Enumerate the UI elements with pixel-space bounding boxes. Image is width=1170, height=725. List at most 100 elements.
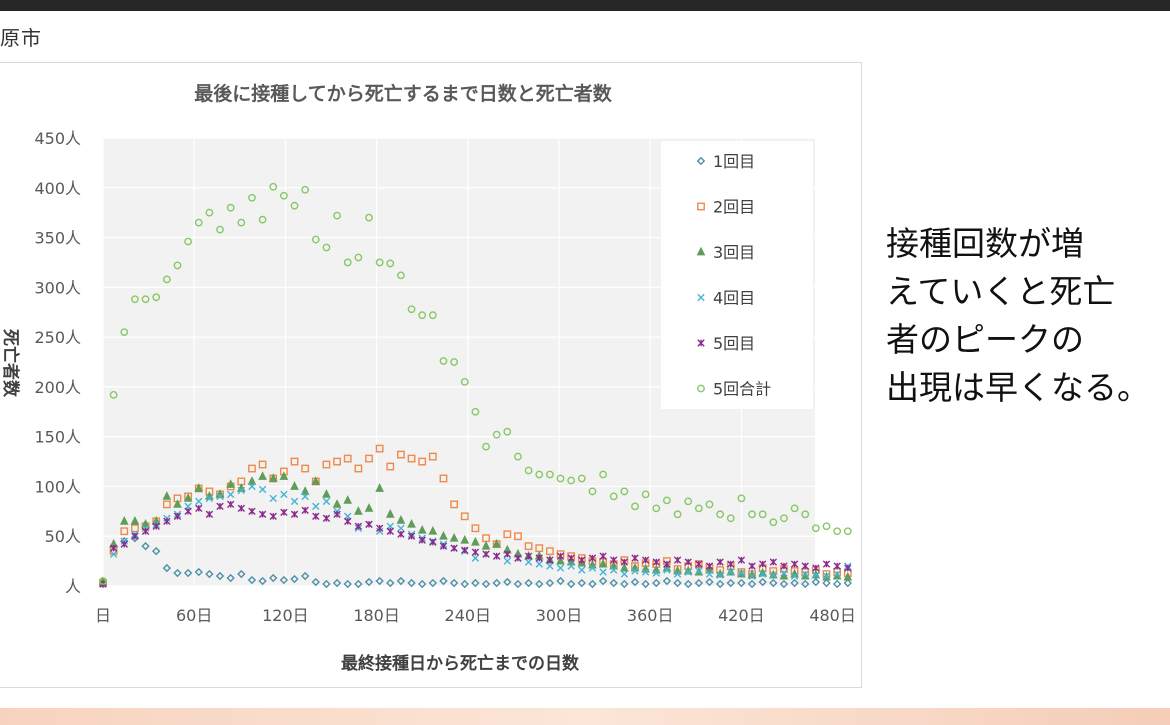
data-point	[535, 554, 543, 562]
data-point	[365, 520, 373, 528]
data-point	[301, 464, 310, 473]
data-point	[503, 557, 512, 565]
data-point	[716, 510, 725, 519]
legend-label: 1回目	[713, 152, 755, 171]
y-tick-label: 450人	[34, 129, 81, 148]
data-point	[247, 476, 257, 485]
data-point	[173, 499, 182, 508]
data-point	[609, 492, 618, 501]
data-point	[747, 579, 757, 589]
side-note-line: 者のピークの	[886, 320, 1084, 359]
data-point	[131, 532, 139, 540]
data-point	[492, 552, 501, 560]
data-point	[332, 499, 342, 508]
data-point	[248, 507, 256, 516]
data-point	[715, 579, 725, 589]
data-point	[684, 497, 693, 506]
data-point	[663, 566, 671, 574]
data-point	[279, 191, 288, 200]
data-point	[577, 578, 586, 588]
data-point	[524, 578, 533, 588]
data-point	[481, 579, 491, 589]
data-point	[418, 457, 427, 466]
data-point	[311, 476, 321, 485]
data-point	[790, 504, 799, 513]
data-point	[195, 504, 203, 513]
data-point	[514, 554, 522, 562]
data-point	[226, 500, 235, 509]
data-point	[311, 235, 320, 244]
data-point	[301, 506, 309, 515]
data-point	[247, 575, 257, 585]
legend-label: 4回目	[713, 289, 755, 308]
data-point	[312, 512, 320, 521]
data-point	[460, 512, 469, 521]
data-point	[567, 476, 576, 485]
data-point	[598, 576, 608, 586]
data-point	[705, 500, 714, 509]
data-point	[141, 527, 150, 535]
data-point	[705, 564, 714, 574]
data-point	[407, 532, 416, 540]
data-point	[163, 517, 171, 525]
data-point	[620, 558, 629, 566]
data-point	[684, 568, 692, 576]
data-point	[226, 479, 236, 488]
data-point	[226, 203, 235, 212]
data-point	[194, 567, 203, 577]
data-point	[343, 258, 352, 267]
data-point	[567, 562, 575, 570]
data-point	[514, 452, 522, 461]
data-point	[578, 556, 586, 564]
data-point	[354, 464, 363, 473]
data-point	[183, 568, 193, 578]
y-axis-title-group: 死亡者数	[0, 329, 21, 398]
data-point	[652, 504, 661, 513]
data-point	[194, 483, 204, 492]
data-point	[641, 579, 650, 589]
data-point	[269, 182, 278, 191]
x-tick-label: 180日	[353, 606, 400, 625]
bottom-decorative-strip	[0, 708, 1170, 725]
data-point	[131, 295, 139, 304]
data-point	[801, 570, 809, 578]
data-point	[397, 530, 405, 538]
data-point	[822, 572, 831, 580]
data-point	[471, 536, 480, 546]
data-point	[322, 497, 331, 506]
data-point	[652, 569, 660, 577]
data-point	[120, 527, 129, 536]
data-point	[226, 573, 235, 583]
data-point	[726, 578, 735, 588]
data-point	[694, 578, 704, 588]
data-point	[737, 556, 746, 564]
data-point	[99, 577, 107, 585]
x-tick-label: 360日	[627, 606, 674, 625]
data-point	[556, 555, 565, 565]
data-point	[365, 213, 373, 222]
data-point	[396, 576, 406, 586]
data-point	[492, 578, 501, 588]
legend-marker	[697, 293, 705, 302]
data-point	[290, 481, 299, 490]
data-point	[300, 571, 310, 581]
data-point	[513, 579, 523, 589]
data-point	[386, 527, 394, 535]
data-point	[332, 578, 342, 588]
legend: 1回目 2回目 3回目 4回目 5回目 5回合計	[696, 152, 771, 399]
side-note-line: 出現は早くなる。	[886, 368, 1150, 407]
data-point	[769, 518, 778, 527]
data-point	[833, 527, 842, 536]
data-point	[514, 532, 522, 541]
y-tick-label: 250人	[34, 328, 81, 347]
data-point	[418, 536, 426, 544]
data-point	[396, 515, 406, 524]
data-point	[482, 550, 490, 558]
data-point	[727, 568, 735, 576]
data-point	[237, 486, 246, 495]
data-point	[684, 558, 692, 566]
side-note: 接種回数が増 えていくと死亡 者のピークの 出現は早くなる。	[886, 220, 1170, 412]
grid-layer	[102, 137, 834, 587]
